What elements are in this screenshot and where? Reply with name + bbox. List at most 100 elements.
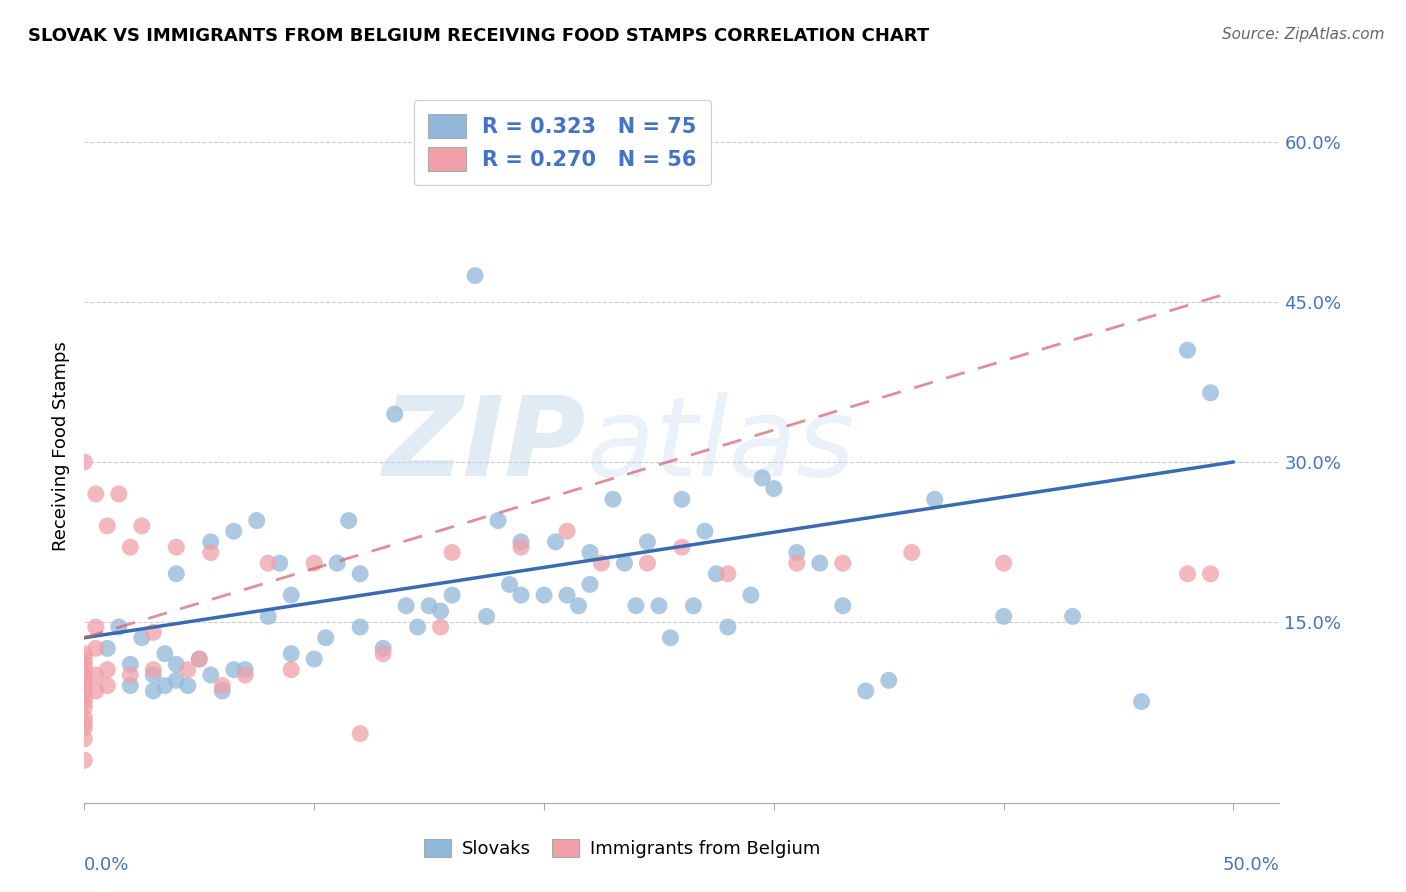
Point bbox=[233, 668, 256, 682]
Point bbox=[418, 599, 440, 613]
Point bbox=[924, 492, 946, 507]
Point bbox=[269, 556, 291, 570]
Point bbox=[555, 588, 578, 602]
Point bbox=[591, 556, 613, 570]
Point bbox=[73, 710, 96, 724]
Point bbox=[84, 487, 107, 501]
Point bbox=[96, 679, 118, 693]
Point bbox=[233, 663, 256, 677]
Point bbox=[877, 673, 900, 688]
Legend: Slovaks, Immigrants from Belgium: Slovaks, Immigrants from Belgium bbox=[416, 831, 828, 865]
Point bbox=[142, 668, 165, 682]
Point bbox=[108, 620, 131, 634]
Point bbox=[120, 668, 142, 682]
Point bbox=[73, 721, 96, 735]
Point bbox=[165, 673, 187, 688]
Point bbox=[200, 534, 222, 549]
Point bbox=[1199, 385, 1222, 400]
Point bbox=[142, 625, 165, 640]
Point bbox=[257, 609, 280, 624]
Point bbox=[84, 684, 107, 698]
Point bbox=[510, 534, 533, 549]
Point bbox=[165, 566, 187, 581]
Point bbox=[441, 545, 464, 559]
Point bbox=[73, 700, 96, 714]
Point bbox=[373, 647, 395, 661]
Point bbox=[84, 668, 107, 682]
Point bbox=[280, 647, 302, 661]
Point bbox=[1199, 566, 1222, 581]
Point bbox=[682, 599, 704, 613]
Point bbox=[302, 652, 325, 666]
Point bbox=[257, 556, 280, 570]
Point bbox=[349, 566, 371, 581]
Point bbox=[73, 679, 96, 693]
Point bbox=[751, 471, 773, 485]
Point bbox=[120, 679, 142, 693]
Point bbox=[555, 524, 578, 539]
Point bbox=[544, 534, 567, 549]
Point bbox=[280, 588, 302, 602]
Point bbox=[1062, 609, 1084, 624]
Point bbox=[108, 487, 131, 501]
Point bbox=[73, 647, 96, 661]
Point bbox=[429, 620, 451, 634]
Point bbox=[671, 540, 693, 554]
Point bbox=[579, 577, 602, 591]
Text: ZIP: ZIP bbox=[382, 392, 586, 500]
Point bbox=[349, 726, 371, 740]
Point bbox=[624, 599, 647, 613]
Point bbox=[73, 684, 96, 698]
Point bbox=[671, 492, 693, 507]
Point bbox=[498, 577, 520, 591]
Point bbox=[222, 663, 245, 677]
Point bbox=[177, 663, 200, 677]
Point bbox=[131, 631, 153, 645]
Point bbox=[510, 588, 533, 602]
Point bbox=[831, 599, 853, 613]
Point bbox=[648, 599, 671, 613]
Point bbox=[153, 679, 176, 693]
Point bbox=[188, 652, 211, 666]
Point bbox=[373, 641, 395, 656]
Point bbox=[786, 545, 808, 559]
Point bbox=[510, 540, 533, 554]
Point bbox=[441, 588, 464, 602]
Point bbox=[464, 268, 486, 283]
Point bbox=[636, 534, 658, 549]
Point bbox=[1130, 695, 1153, 709]
Point bbox=[659, 631, 682, 645]
Point bbox=[84, 620, 107, 634]
Point bbox=[131, 519, 153, 533]
Point bbox=[808, 556, 831, 570]
Point bbox=[73, 657, 96, 672]
Point bbox=[762, 482, 785, 496]
Point bbox=[567, 599, 589, 613]
Point bbox=[120, 540, 142, 554]
Point bbox=[142, 684, 165, 698]
Point bbox=[855, 684, 877, 698]
Y-axis label: Receiving Food Stamps: Receiving Food Stamps bbox=[52, 341, 70, 551]
Point bbox=[200, 545, 222, 559]
Point bbox=[1177, 343, 1199, 358]
Point bbox=[153, 647, 176, 661]
Point bbox=[73, 673, 96, 688]
Text: SLOVAK VS IMMIGRANTS FROM BELGIUM RECEIVING FOOD STAMPS CORRELATION CHART: SLOVAK VS IMMIGRANTS FROM BELGIUM RECEIV… bbox=[28, 27, 929, 45]
Point bbox=[533, 588, 555, 602]
Point bbox=[579, 545, 602, 559]
Point bbox=[717, 620, 740, 634]
Point bbox=[900, 545, 922, 559]
Point bbox=[73, 695, 96, 709]
Point bbox=[406, 620, 429, 634]
Point bbox=[613, 556, 636, 570]
Point bbox=[211, 679, 233, 693]
Point bbox=[73, 455, 96, 469]
Point bbox=[200, 668, 222, 682]
Point bbox=[211, 684, 233, 698]
Point bbox=[337, 514, 360, 528]
Point bbox=[73, 753, 96, 767]
Point bbox=[222, 524, 245, 539]
Point bbox=[475, 609, 498, 624]
Point bbox=[73, 668, 96, 682]
Text: 0.0%: 0.0% bbox=[84, 856, 129, 874]
